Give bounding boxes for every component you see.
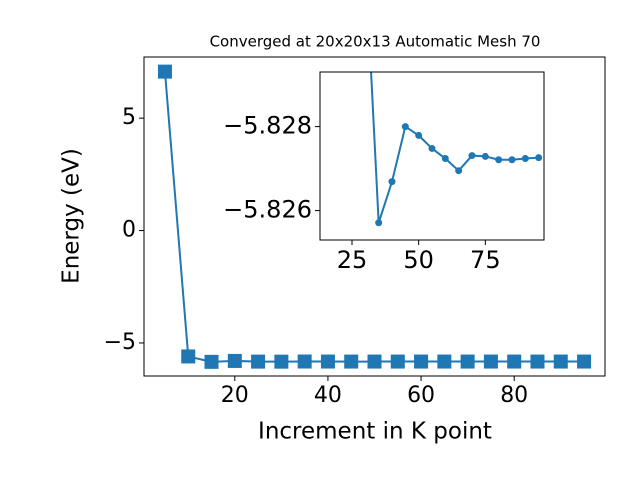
inset-background xyxy=(320,72,544,240)
x-tick-label: 80 xyxy=(500,383,528,408)
marker xyxy=(390,354,405,369)
marker xyxy=(401,123,409,131)
y-tick-label: −5.826 xyxy=(223,196,312,224)
marker xyxy=(388,178,396,186)
marker xyxy=(553,354,568,369)
marker xyxy=(157,64,172,79)
marker xyxy=(204,354,219,369)
x-tick-label: 25 xyxy=(337,246,368,274)
x-tick-label: 75 xyxy=(470,246,501,274)
marker xyxy=(415,131,423,139)
plot-area xyxy=(157,64,592,369)
marker xyxy=(375,219,383,227)
marker xyxy=(428,144,436,152)
chart-title: Converged at 20x20x13 Automatic Mesh 70 xyxy=(210,33,541,51)
y-axis-label: Energy (eV) xyxy=(59,148,85,284)
marker xyxy=(441,155,449,163)
y-tick-label: −5 xyxy=(104,330,136,355)
marker xyxy=(227,353,242,368)
marker xyxy=(320,354,335,369)
marker xyxy=(274,354,289,369)
marker xyxy=(507,354,522,369)
marker xyxy=(414,354,429,369)
marker xyxy=(367,354,382,369)
x-tick-label: 40 xyxy=(314,383,342,408)
x-tick-label: 60 xyxy=(407,383,435,408)
axes-frame xyxy=(319,71,545,241)
marker xyxy=(468,152,476,160)
marker xyxy=(530,354,545,369)
marker xyxy=(481,152,489,160)
marker xyxy=(437,354,452,369)
marker xyxy=(535,154,543,162)
marker xyxy=(508,156,516,164)
marker xyxy=(495,156,503,164)
plot-area xyxy=(370,72,543,227)
marker xyxy=(297,354,312,369)
x-axis-label: Increment in K point xyxy=(258,419,492,445)
x-tick-label: 50 xyxy=(403,246,434,274)
y-tick-label: 5 xyxy=(122,105,136,130)
marker xyxy=(455,167,463,175)
marker xyxy=(521,155,529,163)
marker xyxy=(344,354,359,369)
x-tick-label: 20 xyxy=(221,383,249,408)
y-tick-label: −5.828 xyxy=(223,112,312,140)
marker xyxy=(460,354,475,369)
marker xyxy=(181,349,196,364)
marker xyxy=(577,354,592,369)
y-tick-label: 0 xyxy=(122,218,136,243)
marker xyxy=(251,354,266,369)
axes-frame xyxy=(143,56,606,377)
marker xyxy=(483,354,498,369)
